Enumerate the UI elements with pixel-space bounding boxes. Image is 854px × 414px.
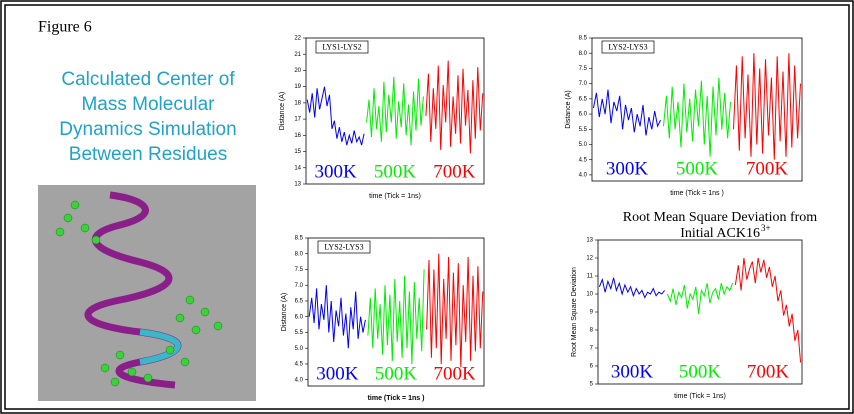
x-axis-label: time (Tick = 1ns) [674, 393, 726, 400]
y-tick-label: 7.0 [295, 283, 304, 289]
legend-label: LYS2-LYS3 [608, 42, 647, 51]
y-tick-label: 15 [294, 149, 301, 155]
heading-line: Calculated Center of [61, 69, 235, 90]
y-tick-label: 4.5 [295, 362, 304, 368]
series-line [663, 77, 731, 157]
series-line [306, 86, 365, 146]
heading-line: Between Residues [69, 144, 227, 165]
series-label: 500K [374, 161, 417, 182]
y-tick-label: 5.5 [579, 127, 588, 133]
y-tick-label: 20 [294, 68, 301, 74]
chart-title: Root Mean Square Deviation from [623, 210, 818, 225]
heading-line: Mass Molecular [81, 94, 215, 115]
plot-frame [591, 37, 803, 182]
series-line [734, 257, 802, 363]
series-label: 300K [611, 361, 654, 382]
plot-frame [305, 37, 485, 185]
chart-title: Initial ACK16 [680, 226, 760, 241]
y-tick-label: 7.0 [579, 81, 588, 87]
y-tick-label: 14 [294, 165, 301, 171]
y-axis-label: Distance (A) [565, 90, 572, 129]
y-axis-label: Root Mean Square Deviation [571, 267, 578, 357]
y-tick-label: 5.0 [579, 142, 588, 148]
y-tick-label: 16 [294, 133, 301, 139]
x-axis-label: time (Tick = 1ns) [369, 193, 421, 200]
series-label: 500K [679, 361, 722, 382]
y-tick-label: 7.5 [579, 66, 588, 72]
y-tick-label: 19 [294, 84, 301, 90]
y-axis-label: Distance (A) [279, 92, 286, 131]
y-tick-label: 8 [590, 328, 594, 334]
series-line [425, 60, 484, 154]
series-label: 300K [606, 158, 649, 179]
y-tick-label: 4.5 [579, 157, 588, 163]
series-line [366, 76, 424, 146]
legend-label: LYS1-LYS2 [322, 42, 361, 51]
y-tick-label: 18 [294, 100, 301, 106]
series-label: 500K [676, 158, 719, 179]
y-tick-label: 6.0 [579, 112, 588, 118]
inner-frame [4, 4, 850, 410]
y-tick-label: 6.5 [295, 299, 304, 305]
y-tick-label: 4.0 [579, 172, 588, 178]
chart-title-superscript: 3+ [761, 223, 771, 233]
y-tick-label: 6.5 [579, 96, 588, 102]
y-tick-label: 8.0 [295, 251, 304, 257]
series-line [733, 53, 801, 160]
series-label: 700K [434, 363, 477, 384]
y-tick-label: 8.5 [295, 236, 304, 242]
legend-label: LYS2-LYS3 [324, 242, 363, 251]
y-tick-label: 10 [586, 292, 593, 298]
y-tick-label: 8.5 [579, 36, 588, 42]
series-label: 700K [433, 161, 476, 182]
y-tick-label: 7 [590, 346, 594, 352]
y-tick-label: 9 [590, 310, 594, 316]
y-tick-label: 5 [590, 382, 594, 388]
x-axis-label: time (Tick = 1ns ) [368, 395, 425, 402]
x-axis-label: time (Tick = 1ns ) [670, 190, 724, 197]
legend-box [315, 40, 369, 54]
molecule-image [38, 185, 256, 401]
y-tick-label: 12 [586, 256, 593, 262]
y-tick-label: 6 [590, 364, 594, 370]
series-line [598, 277, 665, 299]
heading-line: Dynamics Simulation [59, 119, 236, 140]
series-label: 500K [375, 363, 418, 384]
legend-box [317, 240, 371, 254]
y-tick-label: 6.0 [295, 314, 304, 320]
y-axis-label: Distance (A) [281, 293, 288, 332]
series-line [426, 253, 484, 368]
series-line [593, 89, 661, 136]
series-line [666, 283, 734, 314]
series-line [367, 269, 425, 365]
y-tick-label: 13 [294, 182, 301, 188]
y-tick-label: 22 [294, 36, 301, 42]
y-tick-label: 17 [294, 117, 301, 123]
series-label: 300K [316, 363, 359, 384]
y-tick-label: 11 [587, 274, 594, 280]
y-tick-label: 5.5 [295, 330, 304, 336]
y-tick-label: 21 [294, 52, 301, 58]
series-label: 300K [315, 161, 358, 182]
legend-box [601, 40, 655, 54]
y-tick-label: 13 [586, 238, 593, 244]
series-label: 700K [747, 361, 790, 382]
y-tick-label: 5.0 [295, 346, 304, 352]
series-label: 700K [746, 158, 789, 179]
figure-label: Figure 6 [38, 19, 92, 36]
plot-frame [307, 237, 485, 387]
series-line [308, 285, 366, 349]
y-tick-label: 4.0 [295, 377, 304, 383]
y-tick-label: 8.0 [579, 51, 588, 57]
y-tick-label: 7.5 [295, 267, 304, 273]
